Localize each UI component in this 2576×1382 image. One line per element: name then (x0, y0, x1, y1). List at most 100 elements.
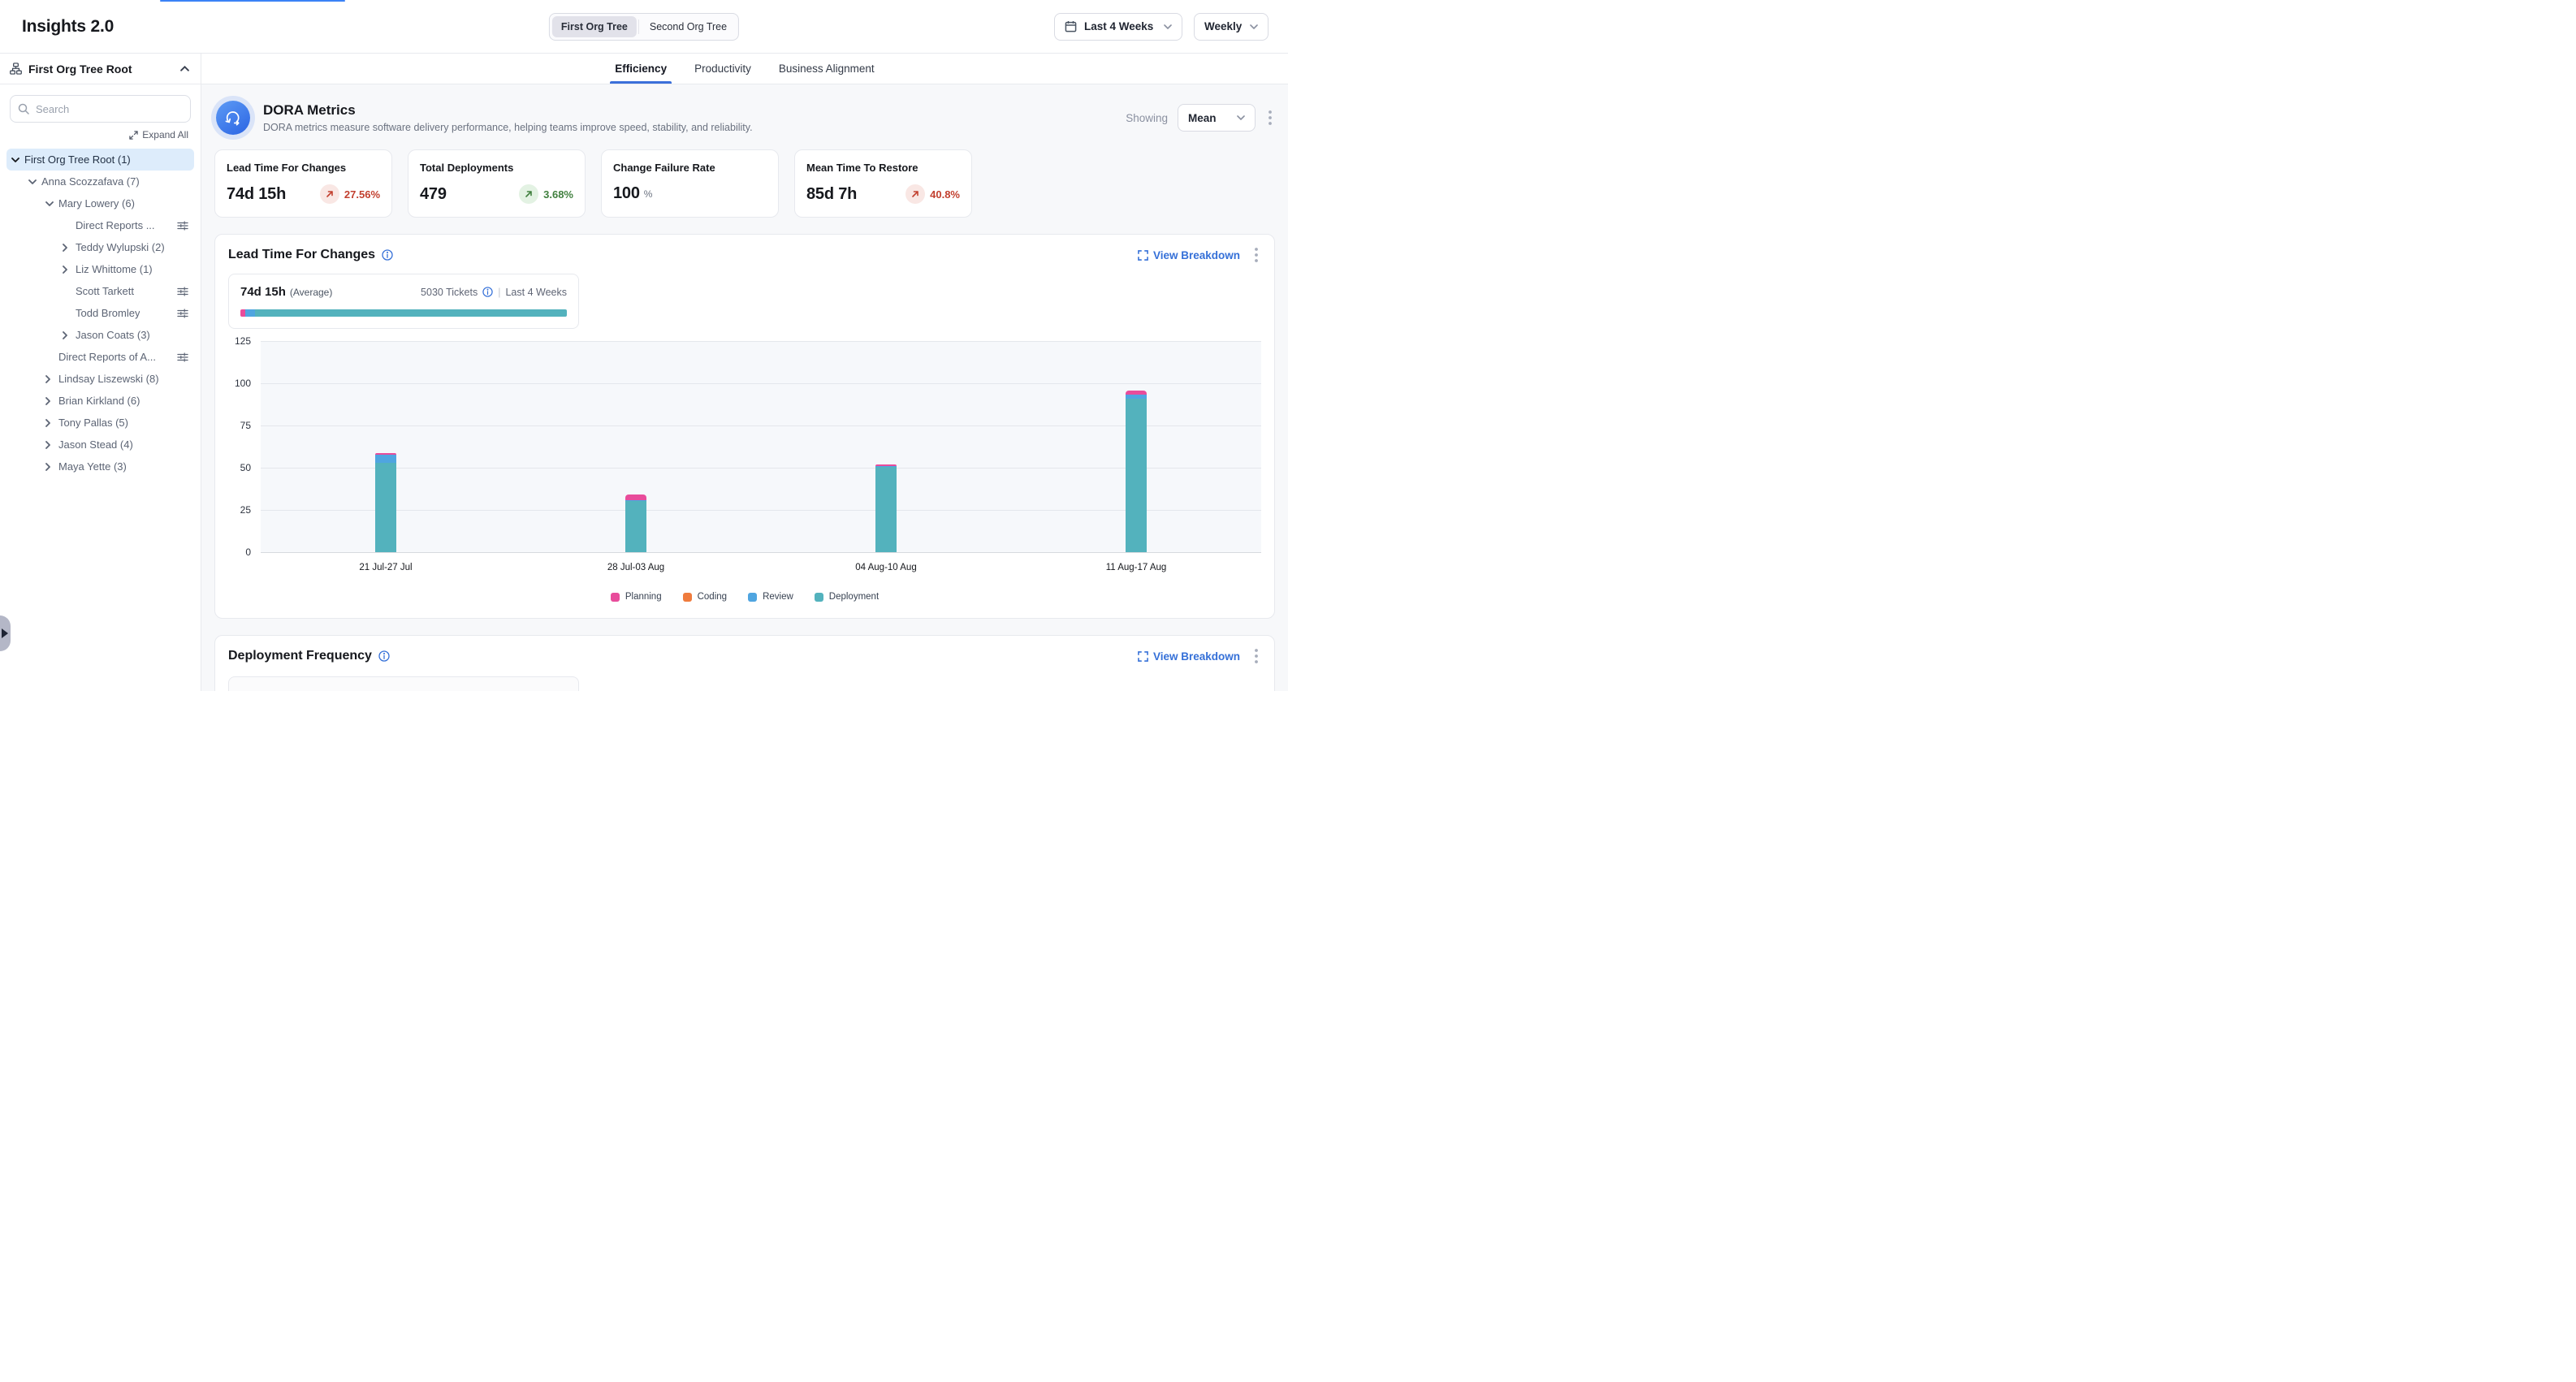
dora-subtitle: DORA metrics measure software delivery p… (263, 122, 753, 133)
chevron-right-icon[interactable] (63, 330, 76, 339)
tree-item-label: Direct Reports ... (76, 219, 155, 231)
sidebar-expand-handle[interactable] (0, 615, 11, 651)
filters-icon[interactable] (177, 286, 188, 297)
bar-segment-planning (1126, 391, 1147, 395)
bar-segment-review (625, 499, 646, 501)
chart-plot-area: 0 25 50 75 100 125 (235, 335, 1261, 558)
gridline-50: 50 (240, 462, 1261, 473)
chevron-right-icon[interactable] (45, 418, 58, 427)
bar-segment-review (1126, 394, 1147, 399)
gridline-100: 100 (235, 378, 1261, 389)
segment-divider (638, 19, 639, 34)
date-range-select[interactable]: Last 4 Weeks (1054, 12, 1182, 41)
metric-value: 479 (420, 184, 447, 203)
filters-icon[interactable] (177, 220, 188, 231)
bar-segment-review (875, 465, 897, 467)
lead-time-panel-header: Lead Time For Changes View Breakdown (228, 246, 1261, 264)
tree-item-mary-lowery-6[interactable]: Mary Lowery (6) (6, 192, 194, 214)
metric-card-mean-time-to-restore: Mean Time To Restore 85d 7h 40.8% (794, 149, 972, 218)
org-tree-option-1[interactable]: First Org Tree (551, 15, 637, 37)
tree-item-label: Lindsay Liszewski (8) (58, 373, 159, 385)
x-tick-label: 28 Jul-03 Aug (607, 563, 665, 572)
chevron-down-icon (1250, 24, 1258, 29)
tree-item-label: Jason Coats (3) (76, 329, 150, 341)
chevron-down-icon (1237, 115, 1245, 120)
view-breakdown-button[interactable]: View Breakdown (1138, 249, 1240, 261)
legend-swatch (748, 592, 758, 602)
legend-item-coding: Coding (682, 592, 727, 602)
chevron-right-icon[interactable] (63, 265, 76, 274)
bar-28-jul-03-aug[interactable] (625, 341, 646, 552)
tree-item-direct-reports-of-a[interactable]: Direct Reports of A... (6, 346, 194, 368)
kebab-menu-icon[interactable] (1251, 246, 1261, 264)
sidebar-root-title: First Org Tree Root (28, 62, 132, 76)
expand-all-button[interactable]: Expand All (0, 127, 201, 147)
y-tick-label: 75 (240, 420, 251, 431)
tree-item-label: Tony Pallas (5) (58, 417, 128, 429)
tree-item-jason-coats-3[interactable]: Jason Coats (3) (6, 324, 194, 346)
gridline-125: 125 (235, 335, 1261, 347)
dora-header: DORA Metrics DORA metrics measure softwa… (214, 101, 1275, 135)
view-breakdown-button[interactable]: View Breakdown (1138, 650, 1240, 663)
tree-item-label: Anna Scozzafava (7) (41, 175, 140, 188)
chevron-down-icon[interactable] (11, 157, 24, 162)
chevron-right-icon[interactable] (45, 462, 58, 471)
metric-title: Total Deployments (420, 162, 514, 174)
org-tree-icon (10, 63, 22, 75)
tree-item-direct-reports[interactable]: Direct Reports ... (6, 214, 194, 236)
chevron-right-icon[interactable] (63, 243, 76, 252)
chevron-down-icon[interactable] (45, 201, 58, 206)
tree-item-label: Mary Lowery (6) (58, 197, 135, 209)
tree-item-teddy-wylupski-2[interactable]: Teddy Wylupski (2) (6, 236, 194, 258)
metric-title: Lead Time For Changes (227, 162, 347, 174)
trend-badge: 27.56% (319, 184, 380, 204)
arrow-up-right-icon (319, 184, 339, 204)
gridline-25: 25 (240, 504, 1261, 516)
arrow-up-right-icon (519, 184, 539, 204)
tickets-count: 5030 Tickets (421, 286, 478, 298)
expand-breakdown-icon (1138, 650, 1148, 662)
filters-icon[interactable] (177, 352, 188, 363)
chevron-right-icon[interactable] (45, 396, 58, 405)
info-icon[interactable] (482, 287, 493, 297)
deployment-frequency-panel: Deployment Frequency View Breakdown (214, 635, 1275, 691)
chevron-right-icon[interactable] (45, 374, 58, 383)
legend-label: Planning (625, 592, 662, 602)
tab-efficiency[interactable]: Efficiency (610, 54, 672, 84)
tree-item-brian-kirkland-6[interactable]: Brian Kirkland (6) (6, 390, 194, 412)
chevron-right-icon[interactable] (45, 440, 58, 449)
legend-label: Deployment (828, 592, 880, 602)
kebab-menu-icon[interactable] (1265, 109, 1275, 127)
bar-04-aug-10-aug[interactable] (875, 341, 897, 552)
phase-segment-review (245, 309, 256, 317)
tree-item-jason-stead-4[interactable]: Jason Stead (4) (6, 434, 194, 456)
tree-item-liz-whittome-1[interactable]: Liz Whittome (1) (6, 258, 194, 280)
tree-item-tony-pallas-5[interactable]: Tony Pallas (5) (6, 412, 194, 434)
chevron-up-icon[interactable] (180, 66, 189, 71)
bar-11-aug-17-aug[interactable] (1126, 341, 1147, 552)
kebab-menu-icon[interactable] (1251, 647, 1261, 665)
trend-badge: 40.8% (905, 184, 960, 204)
bar-21-jul-27-jul[interactable] (375, 341, 396, 552)
gridline-0: 0 (245, 546, 1261, 558)
tree-item-anna-scozzafava-7[interactable]: Anna Scozzafava (7) (6, 171, 194, 192)
tree-item-scott-tarkett[interactable]: Scott Tarkett (6, 280, 194, 302)
org-tree-option-2[interactable]: Second Org Tree (649, 20, 728, 32)
tab-business-alignment[interactable]: Business Alignment (778, 63, 875, 75)
tree-item-maya-yette-3[interactable]: Maya Yette (3) (6, 456, 194, 477)
tree-item-first-org-tree-root-1[interactable]: First Org Tree Root (1) (6, 149, 194, 171)
summary-range: Last 4 Weeks (505, 286, 567, 298)
search-input[interactable] (10, 95, 191, 123)
aggregation-select[interactable]: Mean (1178, 104, 1256, 132)
info-icon[interactable] (378, 650, 390, 662)
sidebar-search (10, 95, 191, 123)
tab-productivity[interactable]: Productivity (694, 63, 751, 75)
chevron-down-icon[interactable] (28, 179, 41, 184)
main-content: Efficiency Productivity Business Alignment… (201, 54, 1288, 691)
granularity-select[interactable]: Weekly (1194, 12, 1269, 41)
filters-icon[interactable] (177, 308, 188, 319)
info-icon[interactable] (382, 249, 393, 261)
tree-item-lindsay-liszewski-8[interactable]: Lindsay Liszewski (8) (6, 368, 194, 390)
tree-item-todd-bromley[interactable]: Todd Bromley (6, 302, 194, 324)
x-tick-label: 11 Aug-17 Aug (1105, 563, 1167, 572)
